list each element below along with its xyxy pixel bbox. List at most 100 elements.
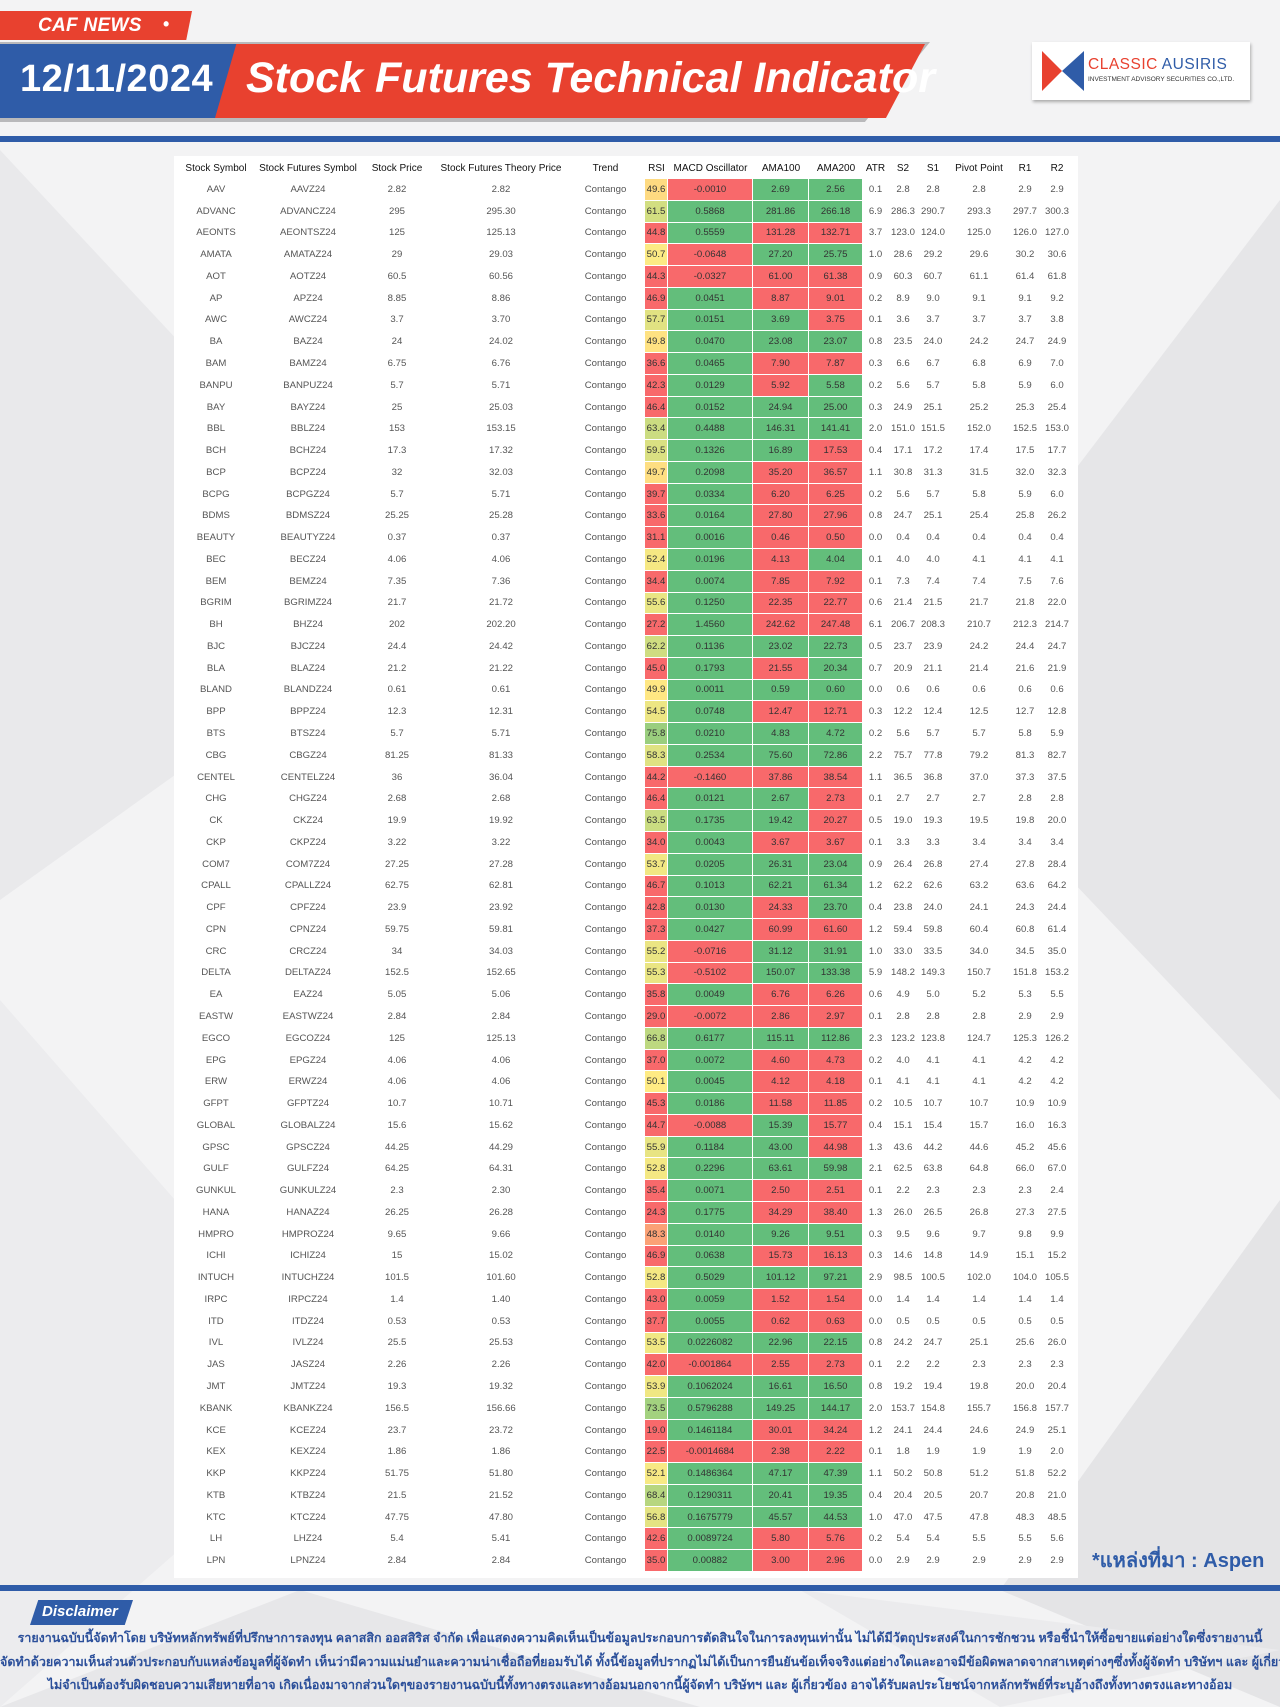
cell-pivot-point: 2.7 bbox=[948, 788, 1010, 811]
cell-s2: 206.7 bbox=[888, 614, 918, 637]
cell-atr: 0.1 bbox=[863, 571, 888, 593]
cell-trend: Contango bbox=[566, 832, 645, 854]
cell-r1: 7.5 bbox=[1010, 571, 1040, 593]
cell-stock-symbol: GFPT bbox=[174, 1093, 258, 1115]
cell-ama200: 9.01 bbox=[809, 287, 863, 310]
cell-r1: 125.3 bbox=[1010, 1028, 1040, 1050]
cell-trend: Contango bbox=[566, 244, 645, 267]
cell-ama200: 144.17 bbox=[809, 1397, 863, 1420]
table-row: BLA BLAZ24 21.2 21.22 Contango 45.0 0.1793 21.5… bbox=[174, 657, 1074, 680]
cell-ama200: 4.18 bbox=[809, 1071, 863, 1094]
cell-macd: 0.0334 bbox=[668, 483, 753, 506]
logo-subtitle: INVESTMENT ADVISORY SECURITIES CO.,LTD. bbox=[1088, 76, 1235, 83]
cell-macd: 0.6177 bbox=[668, 1027, 753, 1050]
cell-stock-price: 62.75 bbox=[358, 876, 436, 898]
cell-r1: 32.0 bbox=[1010, 462, 1040, 484]
cell-rsi: 53.9 bbox=[645, 1376, 668, 1398]
cell-theory-price: 202.20 bbox=[436, 614, 566, 637]
cell-r1: 1.9 bbox=[1010, 1441, 1040, 1464]
cell-pivot-point: 2.8 bbox=[948, 1006, 1010, 1028]
cell-s1: 3.3 bbox=[918, 832, 948, 854]
cell-stock-price: 2.84 bbox=[358, 1006, 436, 1028]
cell-theory-price: 36.04 bbox=[436, 767, 566, 789]
cell-s2: 3.3 bbox=[888, 832, 918, 854]
cell-pivot-point: 5.8 bbox=[948, 375, 1010, 397]
cell-s2: 286.3 bbox=[888, 201, 918, 223]
cell-trend: Contango bbox=[566, 919, 645, 941]
cell-trend: Contango bbox=[566, 723, 645, 745]
cell-pivot-point: 27.4 bbox=[948, 854, 1010, 876]
cell-theory-price: 17.32 bbox=[436, 440, 566, 462]
footer-divider bbox=[0, 1585, 1280, 1591]
cell-stock-symbol: KKP bbox=[174, 1463, 258, 1485]
cell-pivot-point: 24.2 bbox=[948, 331, 1010, 354]
cell-stock-price: 19.9 bbox=[358, 810, 436, 832]
cell-ama200: 2.97 bbox=[809, 1006, 863, 1028]
cell-s1: 2.3 bbox=[918, 1180, 948, 1202]
cell-macd: 0.1136 bbox=[668, 636, 753, 658]
cell-atr: 5.9 bbox=[863, 963, 888, 985]
cell-pivot-point: 64.8 bbox=[948, 1158, 1010, 1181]
cell-trend: Contango bbox=[566, 310, 645, 332]
cell-futures-symbol: KCEZ24 bbox=[258, 1420, 358, 1442]
cell-ama200: 3.75 bbox=[809, 309, 863, 332]
cell-futures-symbol: BPPZ24 bbox=[258, 701, 358, 724]
cell-stock-price: 12.3 bbox=[358, 701, 436, 724]
cell-trend: Contango bbox=[566, 1354, 645, 1377]
cell-pivot-point: 9.7 bbox=[948, 1224, 1010, 1246]
cell-r1: 24.4 bbox=[1010, 636, 1040, 658]
cell-ama100: 27.20 bbox=[753, 244, 809, 267]
cell-atr: 0.1 bbox=[863, 1441, 888, 1464]
table-row: ERW ERWZ24 4.06 4.06 Contango 50.1 0.0045 4.12 4… bbox=[174, 1071, 1074, 1094]
cell-stock-price: 24 bbox=[358, 331, 436, 354]
cell-stock-price: 29 bbox=[358, 244, 436, 267]
cell-s2: 20.9 bbox=[888, 658, 918, 680]
table-row: BGRIM BGRIMZ24 21.7 21.72 Contango 55.6 0.1250… bbox=[174, 592, 1074, 615]
cell-s1: 26.8 bbox=[918, 854, 948, 876]
cell-r2: 20.0 bbox=[1040, 810, 1074, 832]
cell-s2: 23.7 bbox=[888, 636, 918, 658]
cell-trend: Contango bbox=[566, 549, 645, 571]
cell-macd: 0.0196 bbox=[668, 549, 753, 571]
cell-theory-price: 12.31 bbox=[436, 701, 566, 724]
cell-ama200: 133.38 bbox=[809, 962, 863, 985]
cell-atr: 0.4 bbox=[863, 1115, 888, 1137]
table-row: BA BAZ24 24 24.02 Contango 49.8 0.0470 23.08 23.… bbox=[174, 331, 1074, 354]
cell-s2: 28.6 bbox=[888, 244, 918, 267]
cell-ama200: 112.86 bbox=[809, 1027, 863, 1050]
cell-stock-symbol: KTB bbox=[174, 1485, 258, 1507]
cell-trend: Contango bbox=[566, 1028, 645, 1050]
cell-atr: 1.0 bbox=[863, 244, 888, 267]
cell-s1: 4.1 bbox=[918, 1071, 948, 1094]
cell-rsi: 27.2 bbox=[645, 614, 668, 637]
cell-rsi: 42.3 bbox=[645, 374, 668, 397]
cell-r2: 32.3 bbox=[1040, 462, 1074, 484]
cell-r1: 0.6 bbox=[1010, 680, 1040, 702]
cell-r1: 37.3 bbox=[1010, 767, 1040, 789]
cell-ama100: 0.62 bbox=[753, 1310, 809, 1333]
cell-futures-symbol: BLANDZ24 bbox=[258, 680, 358, 702]
cell-macd: 0.0465 bbox=[668, 353, 753, 375]
cell-rsi: 46.9 bbox=[645, 287, 668, 310]
cell-theory-price: 4.06 bbox=[436, 1071, 566, 1094]
news-tag-dot: • bbox=[163, 14, 170, 34]
cell-atr: 0.1 bbox=[863, 1071, 888, 1094]
cell-atr: 0.0 bbox=[863, 1289, 888, 1311]
cell-theory-price: 25.03 bbox=[436, 397, 566, 419]
cell-pivot-point: 7.4 bbox=[948, 571, 1010, 593]
cell-stock-symbol: ITD bbox=[174, 1311, 258, 1333]
cell-ama100: 27.80 bbox=[753, 505, 809, 528]
cell-theory-price: 60.56 bbox=[436, 266, 566, 288]
cell-r1: 25.6 bbox=[1010, 1333, 1040, 1355]
cell-r2: 61.8 bbox=[1040, 266, 1074, 288]
cell-stock-price: 295 bbox=[358, 201, 436, 223]
cell-macd: 0.1675779 bbox=[668, 1506, 753, 1529]
cell-theory-price: 24.02 bbox=[436, 331, 566, 354]
cell-s2: 98.5 bbox=[888, 1267, 918, 1290]
table-row: IVL IVLZ24 25.5 25.53 Contango 53.5 0.0226082 2… bbox=[174, 1332, 1074, 1355]
cell-s1: 20.5 bbox=[918, 1485, 948, 1507]
cell-stock-price: 1.86 bbox=[358, 1441, 436, 1464]
cell-macd: 0.0074 bbox=[668, 570, 753, 593]
cell-ama200: 16.50 bbox=[809, 1376, 863, 1398]
cell-stock-symbol: CPF bbox=[174, 897, 258, 920]
